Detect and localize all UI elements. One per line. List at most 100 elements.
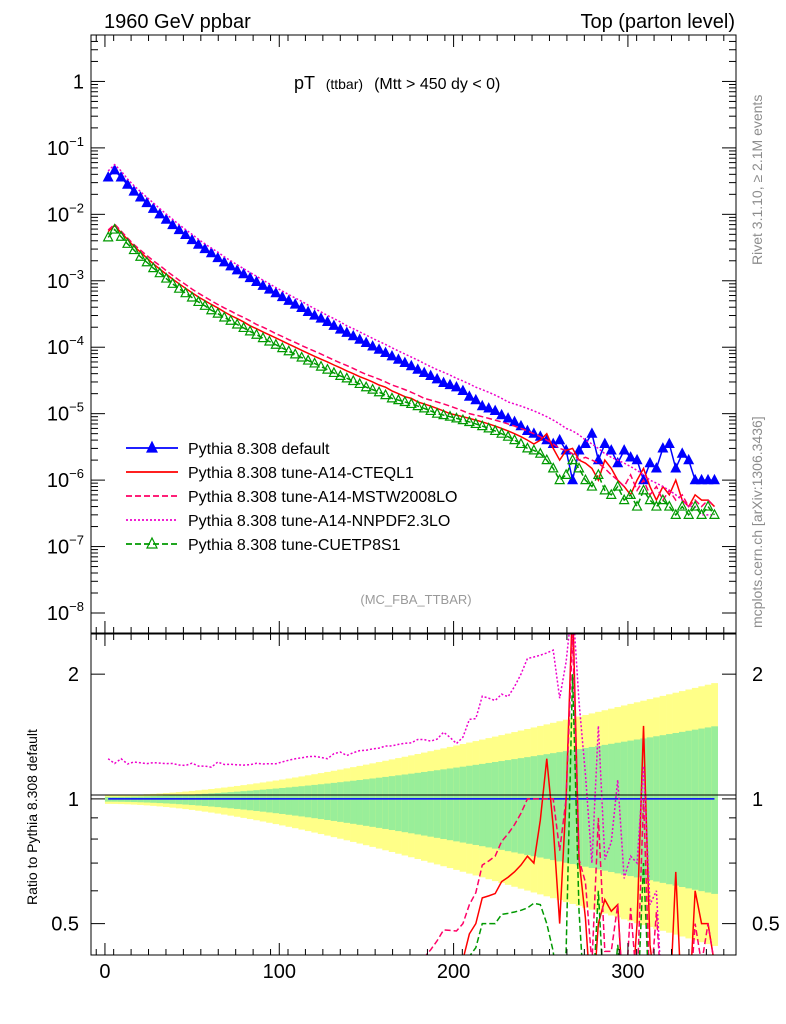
marker-default — [212, 251, 224, 263]
marker-default — [360, 336, 372, 348]
band-green — [227, 792, 235, 809]
marker-cuetp8s1 — [528, 444, 540, 455]
marker-cuetp8s1 — [354, 377, 366, 389]
legend-label-cuetp8s1: Pythia 8.308 tune-CUETP8S1 — [188, 537, 401, 554]
band-green — [698, 728, 706, 892]
band-green — [588, 746, 596, 869]
marker-default — [225, 260, 237, 271]
plot-title-cut: (Mtt > 450 dy < 0) — [374, 76, 500, 93]
band-green — [253, 790, 261, 811]
marker-default — [218, 255, 230, 267]
marker-cuetp8s1 — [696, 508, 708, 519]
band-green — [504, 760, 512, 852]
band-green — [614, 742, 622, 874]
marker-default — [676, 447, 688, 458]
marker-default — [438, 376, 450, 388]
band-green — [711, 726, 718, 894]
band-green — [401, 774, 409, 833]
marker-default — [418, 366, 430, 378]
marker-cuetp8s1 — [102, 231, 114, 242]
marker-cuetp8s1 — [496, 427, 508, 438]
marker-default — [573, 444, 585, 455]
marker-cuetp8s1 — [160, 272, 172, 283]
band-green — [466, 765, 473, 844]
marker-default — [476, 399, 488, 411]
band-green — [646, 737, 654, 881]
main-frame — [90, 34, 737, 634]
marker-default — [412, 363, 424, 374]
marker-default — [689, 473, 701, 485]
marker-cuetp8s1 — [328, 366, 340, 378]
marker-default — [392, 353, 404, 364]
marker-cuetp8s1 — [122, 237, 134, 248]
marker-cuetp8s1 — [663, 500, 675, 511]
series-line-default — [107, 169, 715, 483]
band-green — [304, 785, 312, 818]
ratio-line-cteql1 — [463, 634, 714, 955]
marker-cuetp8s1 — [199, 299, 211, 310]
marker-cuetp8s1 — [470, 417, 482, 429]
ratio-uncertainty-bands — [104, 683, 718, 946]
band-green — [433, 770, 441, 838]
marker-cuetp8s1 — [341, 372, 353, 383]
source-label: mcplots.cern.ch [arXiv:1306.3436] — [749, 416, 765, 628]
marker-cuetp8s1 — [650, 500, 662, 511]
marker-cuetp8s1 — [251, 328, 263, 339]
band-green — [317, 784, 325, 820]
marker-cuetp8s1 — [521, 442, 533, 453]
legend: Pythia 8.308 default Pythia 8.308 tune-A1… — [126, 440, 457, 554]
main-y-tick-label: 10−8 — [47, 599, 84, 625]
band-green — [537, 755, 544, 858]
ratio-y-tick-label: 1 — [68, 789, 79, 811]
marker-cuetp8s1 — [612, 480, 624, 491]
marker-cuetp8s1 — [560, 468, 572, 479]
band-green — [375, 777, 383, 828]
marker-default — [102, 171, 114, 182]
header-left: 1960 GeV ppbar — [104, 11, 251, 33]
marker-default — [631, 453, 643, 465]
watermark: (MC_FBA_TTBAR) — [360, 592, 471, 607]
band-green — [620, 741, 628, 875]
marker-default — [670, 462, 682, 473]
marker-cuetp8s1 — [502, 430, 514, 441]
marker-default — [347, 329, 359, 341]
band-green — [195, 794, 202, 806]
band-green — [427, 771, 435, 837]
marker-default — [431, 372, 443, 384]
band-green — [601, 744, 609, 871]
ratio-y-tick-label-right: 2 — [752, 664, 763, 686]
marker-cuetp8s1 — [489, 424, 501, 436]
band-green — [182, 794, 190, 805]
marker-default — [567, 473, 579, 485]
marker-default — [192, 238, 204, 249]
legend-label-mstw: Pythia 8.308 tune-A14-MSTW2008LO — [188, 489, 457, 506]
marker-default — [283, 294, 295, 305]
marker-default — [315, 312, 327, 323]
axis-ticks: 0 100 200 300 1 10−1 10−2 10−3 10−4 10−5 10−6 10−7 1… — [47, 34, 780, 983]
main-y-tick-label: 10−2 — [47, 200, 84, 226]
marker-cuetp8s1 — [167, 277, 179, 288]
ratio-y-tick-label: 0.5 — [51, 914, 79, 936]
marker-cuetp8s1 — [444, 410, 456, 421]
marker-cuetp8s1 — [263, 335, 275, 346]
marker-cuetp8s1 — [509, 433, 521, 445]
marker-cuetp8s1 — [476, 419, 488, 431]
marker-default — [354, 333, 366, 344]
band-green — [556, 752, 564, 862]
band-green — [362, 779, 370, 826]
band-green — [479, 763, 486, 847]
band-green — [201, 793, 209, 807]
marker-cuetp8s1 — [631, 500, 643, 511]
marker-cuetp8s1 — [463, 415, 475, 427]
marker-cuetp8s1 — [599, 484, 611, 495]
ratio-line-mstw — [425, 634, 714, 955]
marker-default — [122, 178, 134, 189]
main-y-tick-label: 10−6 — [47, 466, 84, 492]
marker-cuetp8s1 — [218, 311, 230, 322]
marker-cuetp8s1 — [225, 314, 237, 325]
marker-default — [644, 456, 656, 468]
ratio-series — [107, 634, 715, 955]
marker-default — [625, 451, 637, 462]
marker-default — [147, 202, 159, 213]
band-green — [382, 776, 390, 829]
